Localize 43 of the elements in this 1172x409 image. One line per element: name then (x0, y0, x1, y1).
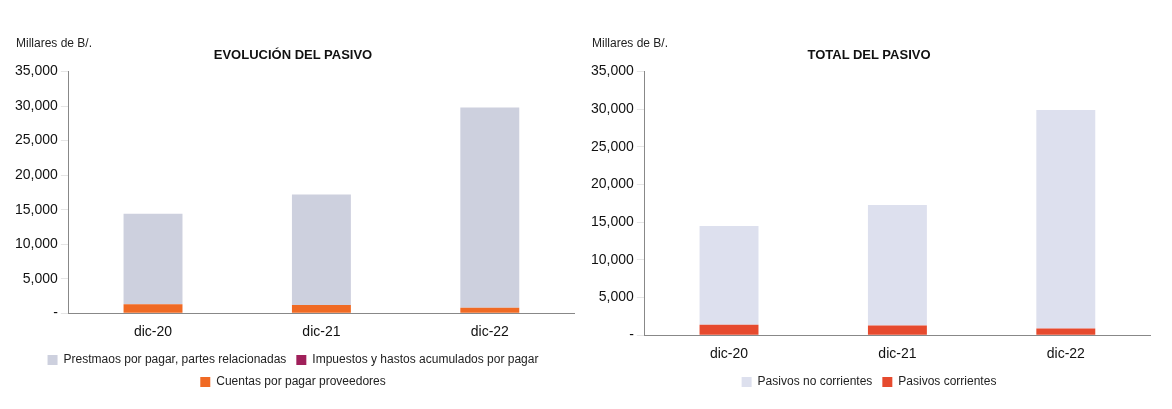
bar (291, 194, 351, 305)
bar (1036, 328, 1096, 335)
legend-label: Pasivos corrientes (898, 374, 997, 389)
x-tick-label: dic-20 (133, 323, 173, 340)
y-tick-label: 15,000 (590, 213, 635, 230)
x-tick-label: dic-22 (470, 323, 510, 340)
y-tick-label: 30,000 (590, 100, 635, 117)
legend-label: Pasivos no corrientes (757, 374, 873, 389)
y-tick-label: - (629, 326, 635, 343)
bar (291, 304, 351, 313)
y-tick-label: 5,000 (22, 269, 59, 286)
bar (867, 204, 927, 326)
bar (123, 213, 183, 305)
bar (699, 225, 759, 325)
bar (460, 307, 520, 313)
x-tick-label: dic-21 (878, 345, 917, 362)
x-tick-label: dic-20 (709, 345, 749, 362)
y-tick-label: 25,000 (14, 131, 59, 148)
y-tick-label: 35,000 (590, 62, 635, 79)
x-tick-label: dic-22 (1046, 345, 1086, 362)
bar (1036, 110, 1096, 329)
x-tick-label: dic-21 (302, 323, 341, 340)
y-tick-label: 30,000 (14, 96, 59, 113)
legend-label: Cuentas por pagar proveedores (216, 374, 386, 389)
y-tick-label: - (53, 304, 59, 321)
y-tick-label: 10,000 (14, 235, 59, 252)
chart-title: TOTAL DEL PASIVO (807, 47, 931, 63)
legend-label: Impuestos y hastos acumulados por pagar (312, 352, 539, 367)
bar (460, 107, 520, 308)
y-tick-label: 25,000 (590, 137, 635, 154)
y-axis-title: Millares de B/. (16, 35, 93, 50)
bar (867, 325, 927, 335)
y-axis-title: Millares de B/. (592, 35, 669, 50)
y-tick-label: 15,000 (14, 200, 59, 217)
y-tick-label: 5,000 (598, 288, 635, 305)
chart-title: EVOLUCIÓN DEL PASIVO (213, 47, 373, 63)
y-tick-label: 35,000 (14, 62, 59, 79)
y-tick-label: 10,000 (590, 250, 635, 267)
legend-label: Prestmaos por pagar, partes relacionadas (63, 352, 287, 367)
y-tick-label: 20,000 (14, 166, 59, 182)
bar (699, 324, 759, 335)
bar (123, 304, 183, 313)
y-tick-label: 20,000 (590, 175, 635, 192)
